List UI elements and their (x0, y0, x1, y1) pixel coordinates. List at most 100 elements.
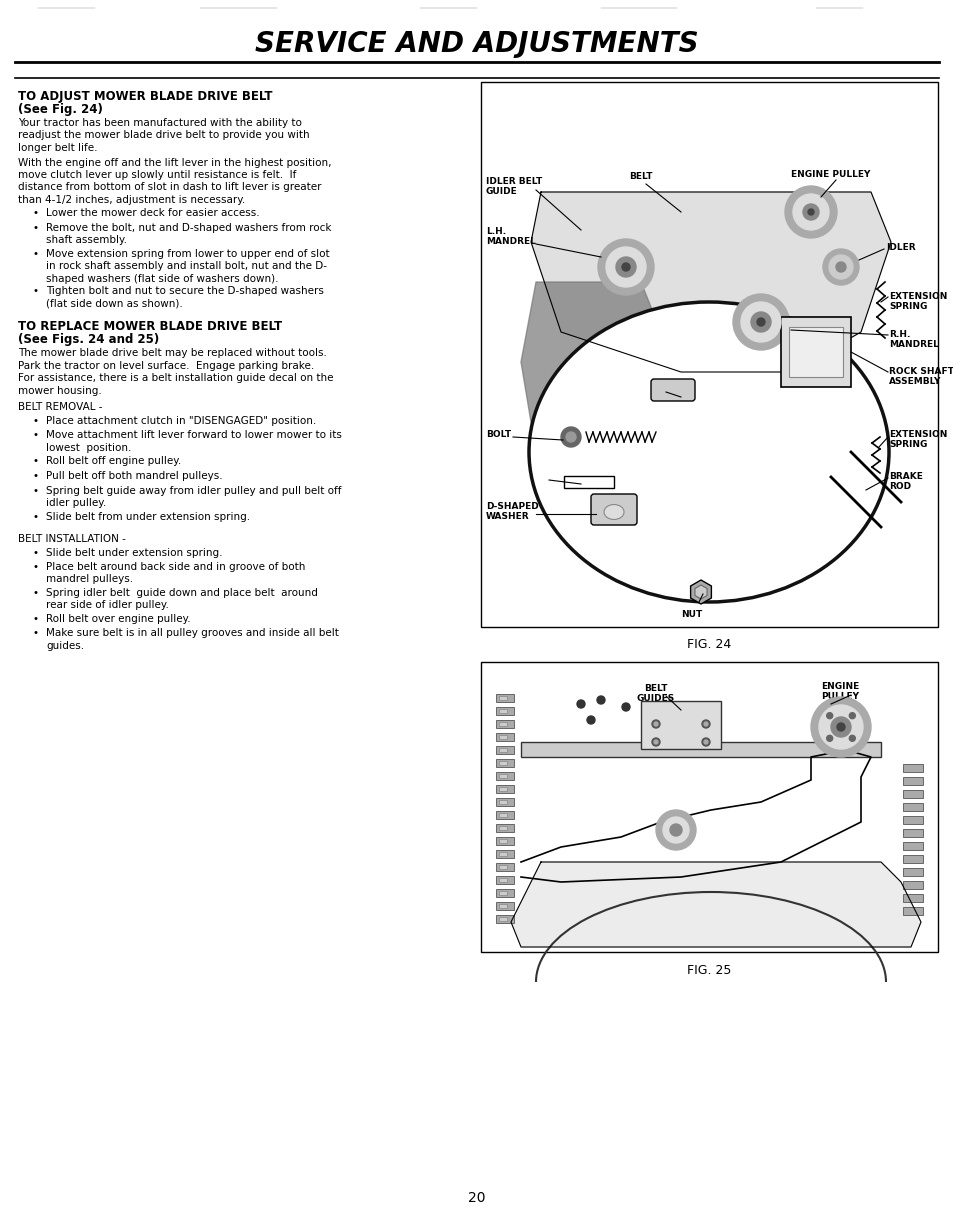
Bar (498, 891, 506, 895)
Text: Place attachment clutch in "DISENGAGED" position.: Place attachment clutch in "DISENGAGED" … (46, 416, 315, 426)
Bar (496, 810, 514, 819)
Circle shape (701, 720, 709, 728)
Text: Roll belt off engine pulley.: Roll belt off engine pulley. (46, 457, 181, 467)
Circle shape (651, 720, 659, 728)
Bar (902, 816, 923, 824)
Text: FIG. 25: FIG. 25 (686, 963, 730, 977)
Text: Slide belt under extension spring.: Slide belt under extension spring. (46, 548, 222, 558)
Ellipse shape (603, 504, 623, 520)
Bar (498, 852, 506, 857)
Text: •: • (32, 287, 38, 296)
Text: BOLT: BOLT (485, 430, 511, 439)
Text: •: • (32, 614, 38, 625)
Text: BELT
GUIDES: BELT GUIDES (637, 684, 675, 703)
Bar (902, 790, 923, 798)
Text: •: • (32, 249, 38, 259)
Circle shape (662, 816, 688, 843)
Bar (902, 908, 923, 915)
Circle shape (836, 723, 844, 731)
Circle shape (750, 312, 770, 332)
Text: •: • (32, 224, 38, 233)
Bar (480, 81, 937, 627)
Circle shape (560, 426, 580, 447)
Text: Move attachment lift lever forward to lower mower to its
lowest  position.: Move attachment lift lever forward to lo… (46, 430, 341, 453)
Bar (498, 761, 506, 765)
Circle shape (807, 209, 813, 215)
Text: R.H.
MANDREL: R.H. MANDREL (888, 330, 938, 350)
Polygon shape (511, 861, 920, 946)
Ellipse shape (529, 303, 888, 601)
Circle shape (848, 735, 855, 741)
Circle shape (651, 738, 659, 746)
Text: Spring belt guide away from idler pulley and pull belt off
idler pulley.: Spring belt guide away from idler pulley… (46, 486, 341, 508)
Circle shape (792, 194, 828, 230)
Circle shape (656, 810, 696, 850)
Circle shape (621, 703, 629, 711)
Circle shape (784, 186, 836, 238)
Text: BELT REMOVAL -: BELT REMOVAL - (18, 402, 102, 413)
Text: Slide belt from under extension spring.: Slide belt from under extension spring. (46, 512, 250, 521)
Bar (496, 720, 514, 728)
Circle shape (740, 303, 781, 341)
Text: •: • (32, 548, 38, 558)
Bar (498, 878, 506, 882)
Text: Make sure belt is in all pulley grooves and inside all belt
guides.: Make sure belt is in all pulley grooves … (46, 628, 338, 651)
Text: 20: 20 (468, 1191, 485, 1205)
Text: ENGINE
PULLEY: ENGINE PULLEY (821, 682, 859, 701)
Text: Your tractor has been manufactured with the ability to
readjust the mower blade : Your tractor has been manufactured with … (18, 118, 310, 153)
Bar (498, 840, 506, 843)
Text: (See Fig. 24): (See Fig. 24) (18, 103, 103, 115)
Text: •: • (32, 471, 38, 481)
Circle shape (669, 824, 681, 836)
Bar (563, 476, 614, 488)
Circle shape (654, 740, 658, 744)
Text: •: • (32, 209, 38, 219)
Circle shape (621, 262, 629, 271)
Bar (498, 774, 506, 778)
Bar (902, 894, 923, 902)
Bar (788, 327, 842, 377)
Text: L.H.
MANDREL: L.H. MANDREL (485, 227, 536, 247)
Circle shape (703, 740, 707, 744)
Bar (496, 798, 514, 806)
Text: •: • (32, 416, 38, 426)
Bar (496, 759, 514, 767)
Circle shape (818, 705, 862, 748)
Bar (520, 742, 880, 757)
Text: •: • (32, 486, 38, 496)
Bar (496, 850, 514, 858)
Bar (498, 813, 506, 816)
Bar (902, 764, 923, 772)
Text: Pull belt off both mandrel pulleys.: Pull belt off both mandrel pulleys. (46, 471, 222, 481)
Text: ROCK SHAFT
ASSEMBLY: ROCK SHAFT ASSEMBLY (888, 367, 953, 386)
Text: Roll belt over engine pulley.: Roll belt over engine pulley. (46, 614, 191, 625)
Bar (498, 917, 506, 921)
Circle shape (586, 716, 595, 724)
Circle shape (732, 294, 788, 350)
Bar (496, 889, 514, 897)
Text: •: • (32, 563, 38, 572)
Text: •: • (32, 588, 38, 598)
Circle shape (616, 258, 636, 277)
Text: •: • (32, 430, 38, 441)
Text: With the engine off and the lift lever in the highest position,
move clutch leve: With the engine off and the lift lever i… (18, 158, 331, 204)
Bar (496, 785, 514, 793)
Text: (See Figs. 24 and 25): (See Figs. 24 and 25) (18, 333, 159, 346)
Circle shape (757, 318, 764, 326)
FancyBboxPatch shape (590, 495, 637, 525)
Text: SERVICE AND ADJUSTMENTS: SERVICE AND ADJUSTMENTS (254, 30, 699, 58)
Text: EXTENSION
SPRING: EXTENSION SPRING (888, 292, 946, 311)
Text: ENGINE PULLEY: ENGINE PULLEY (790, 170, 869, 179)
Bar (498, 904, 506, 908)
Text: BELT: BELT (628, 173, 652, 181)
Bar (498, 710, 506, 713)
Bar (496, 772, 514, 780)
Text: IDLER: IDLER (885, 243, 915, 252)
Bar (902, 829, 923, 837)
Text: NUT: NUT (680, 610, 701, 618)
Text: •: • (32, 628, 38, 639)
Circle shape (810, 697, 870, 757)
Circle shape (835, 262, 845, 272)
Bar (902, 778, 923, 785)
Text: Tighten bolt and nut to secure the D-shaped washers
(flat side down as shown).: Tighten bolt and nut to secure the D-sha… (46, 287, 323, 309)
